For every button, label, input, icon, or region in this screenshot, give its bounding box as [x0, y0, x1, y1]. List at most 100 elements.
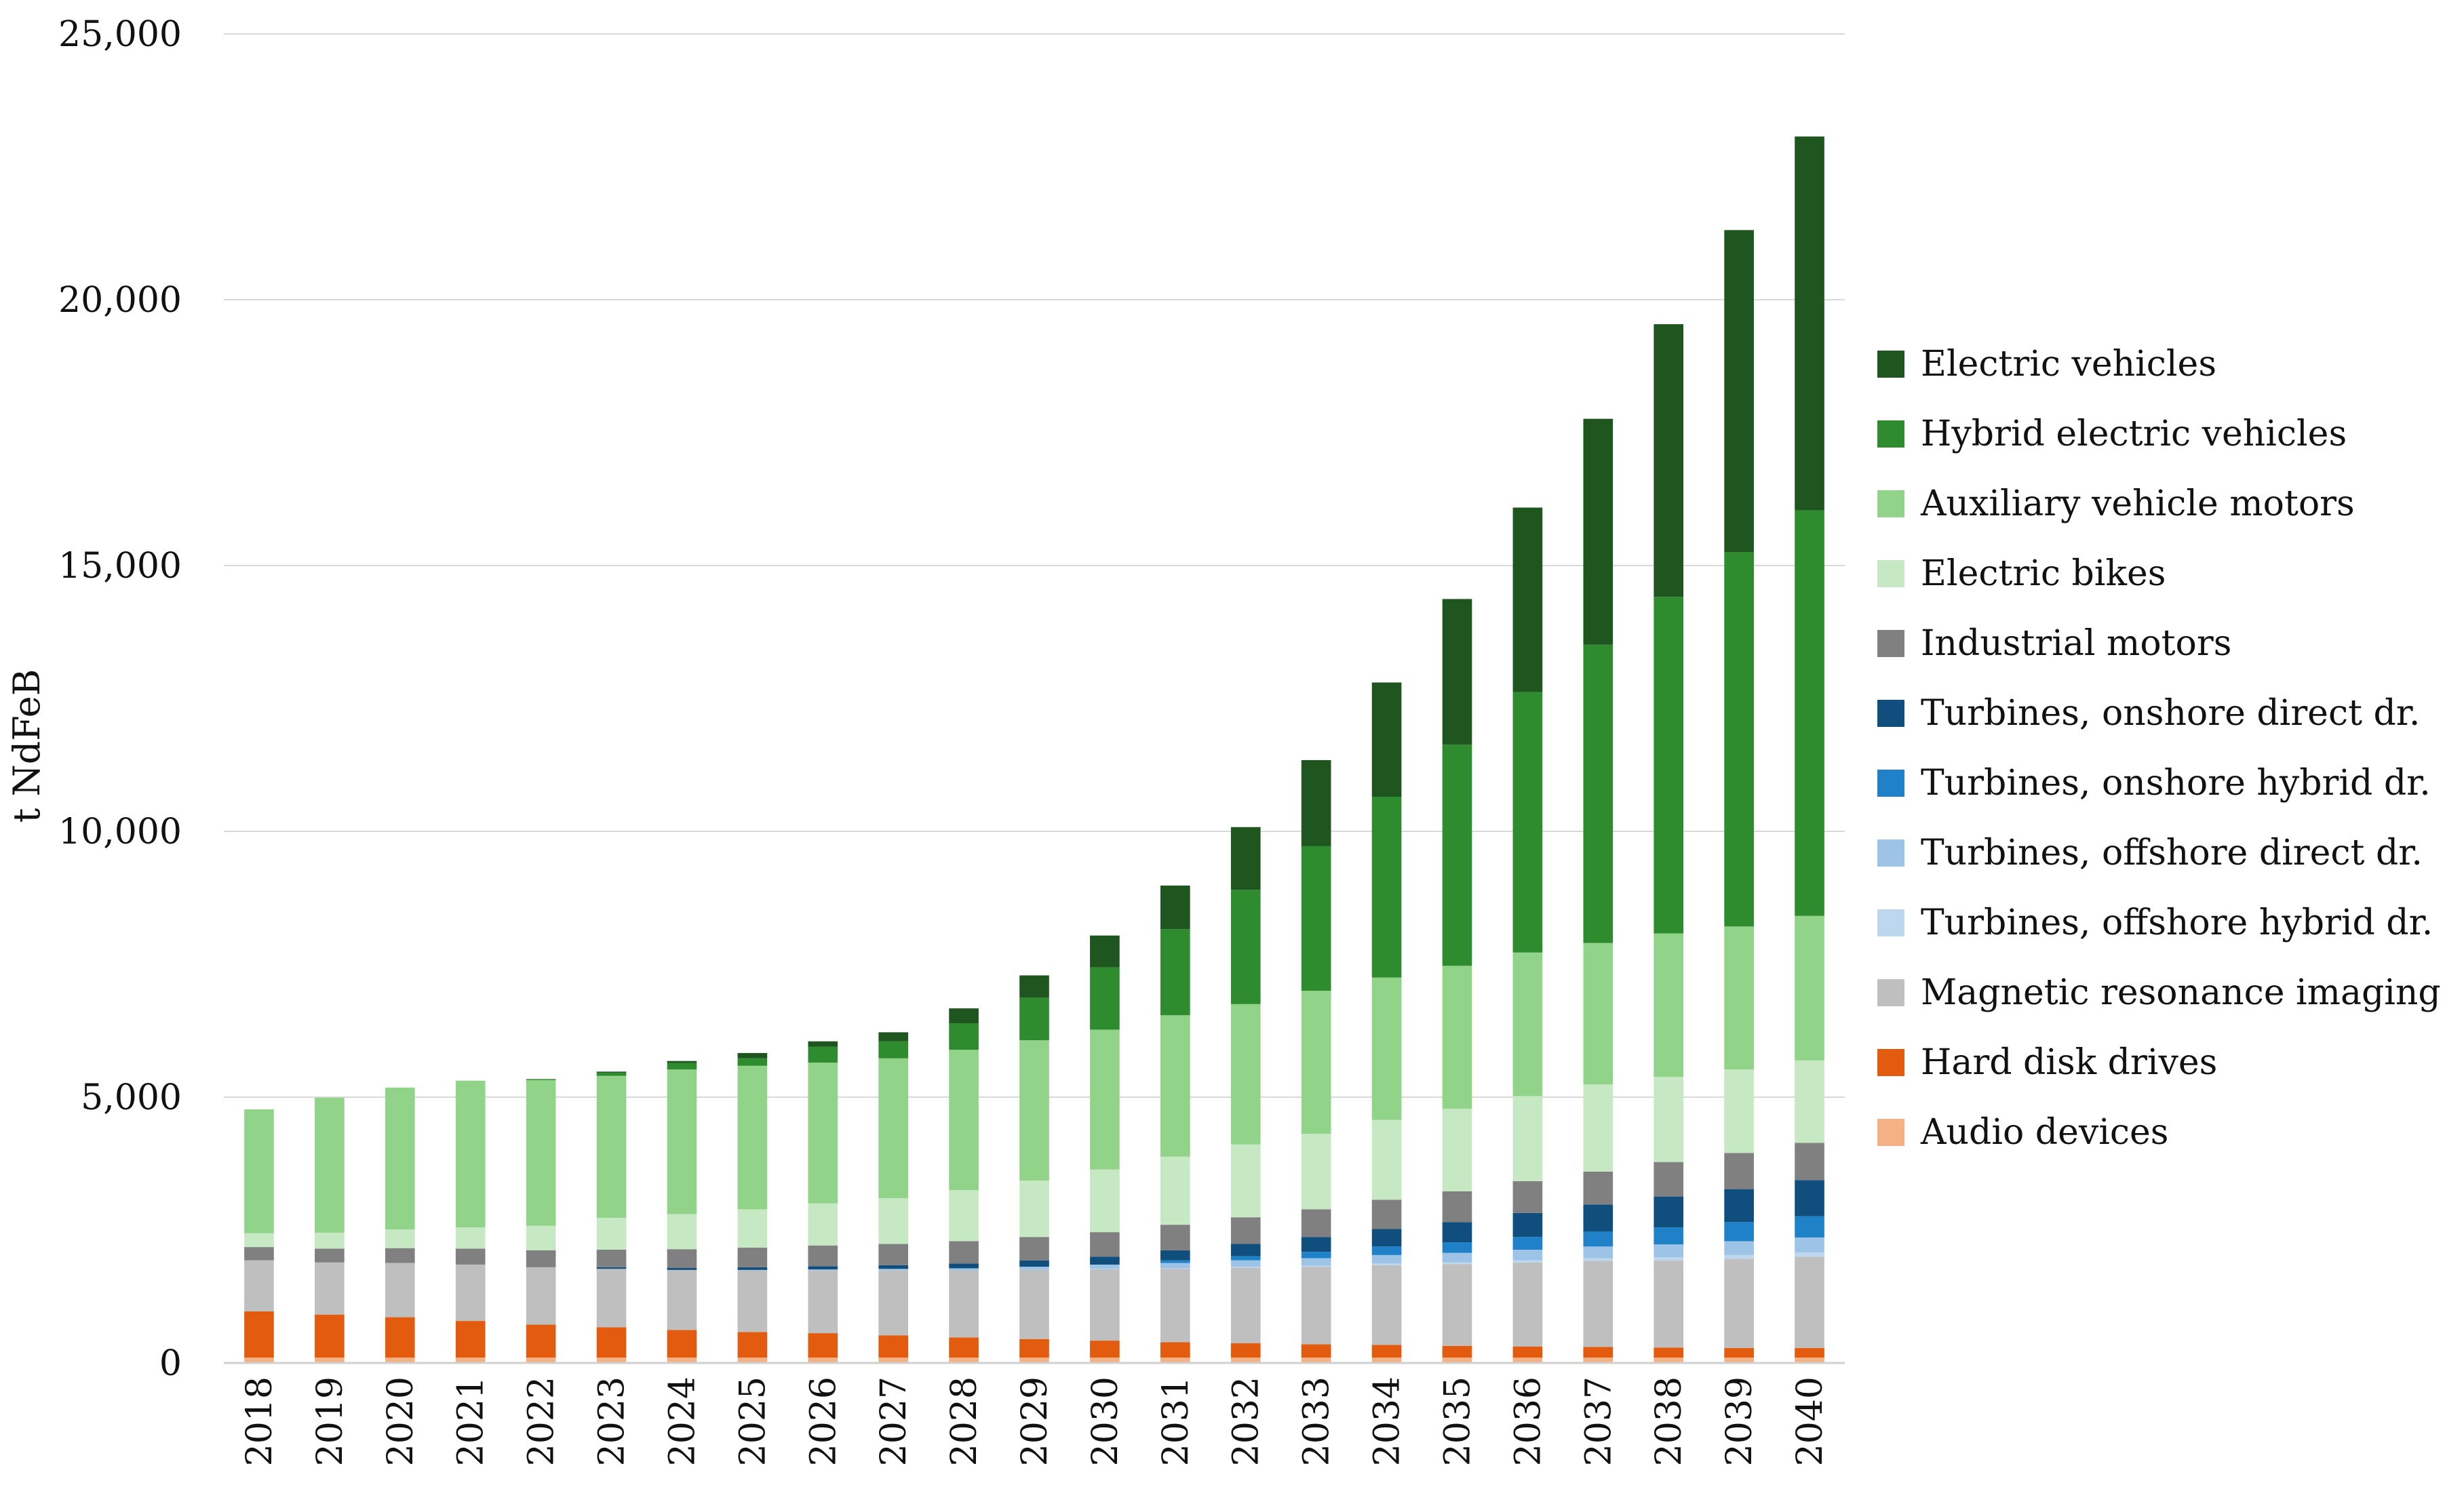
bar-segment [596, 1327, 627, 1358]
legend: Electric vehicles Hybrid electric vehicle… [1877, 329, 2441, 1167]
legend-item: Electric vehicles [1877, 329, 2441, 399]
bar-segment [1301, 1237, 1331, 1252]
legend-label: Audio devices [1921, 1111, 2169, 1153]
bar-segment [526, 1250, 556, 1267]
bar-segment [1442, 1191, 1472, 1223]
bar-segment [1301, 1265, 1331, 1267]
x-tick-label: 2039 [1719, 1377, 1760, 1466]
bar-segment [1583, 1231, 1614, 1247]
bar-segment [1160, 1250, 1190, 1261]
bar-segment [1230, 890, 1261, 1004]
bar-segment [878, 1269, 908, 1271]
bar-segment [1724, 1189, 1754, 1223]
bar-segment [1654, 1256, 1684, 1261]
bar-segment [1583, 943, 1614, 1085]
bar-segment [1090, 1269, 1120, 1341]
legend-label: Auxiliary vehicle motors [1921, 483, 2355, 524]
bar-segment [596, 1358, 627, 1363]
bar-segment [1512, 1262, 1543, 1347]
bar-segment [1371, 1120, 1402, 1200]
bar-segment [1512, 1096, 1543, 1181]
bar-segment [878, 1270, 908, 1336]
bar-segment [1230, 1343, 1261, 1358]
bar-segment [1512, 692, 1543, 953]
bar-segment [1583, 1204, 1614, 1232]
bar-segment [1654, 1260, 1684, 1348]
bar-segment [1019, 1267, 1049, 1270]
bar-segment [1230, 1244, 1261, 1256]
bar-segment [1371, 797, 1402, 978]
bar-segment [1795, 1256, 1824, 1349]
bar-segment [1230, 827, 1261, 890]
y-tick-label: 0 [159, 1343, 182, 1384]
bar-segment [1442, 1264, 1472, 1346]
bar-segment [1724, 230, 1754, 553]
bar-segment [1583, 1246, 1614, 1259]
legend-item: Hybrid electric vehicles [1877, 399, 2441, 469]
bar-segment [1090, 935, 1120, 968]
x-tick-label: 2031 [1156, 1377, 1196, 1466]
bar-segment [1583, 1358, 1614, 1363]
bar-segment [1019, 997, 1049, 1041]
legend-label: Electric vehicles [1921, 343, 2217, 384]
legend-label: Turbines, onshore direct dr. [1921, 692, 2421, 734]
bar-segment [526, 1267, 556, 1325]
bar-segment [596, 1250, 627, 1267]
bar-segment [737, 1065, 768, 1210]
bar-segment [1019, 1269, 1049, 1339]
bar-segment [385, 1358, 415, 1363]
bar-segment [808, 1358, 838, 1363]
bar-segment [1301, 1344, 1331, 1358]
bar-segment [808, 1046, 838, 1063]
bar-segment [1160, 1156, 1190, 1225]
bar-segment [1724, 1254, 1754, 1259]
legend-swatch [1877, 1118, 1904, 1146]
legend-swatch [1877, 909, 1904, 936]
bar-segment [1019, 1358, 1049, 1363]
bar-segment [596, 1072, 627, 1076]
bar-segment [1442, 1262, 1472, 1265]
bar-segment [1724, 1259, 1754, 1349]
legend-item: Turbines, onshore direct dr. [1877, 678, 2441, 748]
bar-segment [1090, 1232, 1120, 1257]
bar-segment [526, 1358, 556, 1363]
bar-segment [1019, 975, 1049, 998]
bar-segment [808, 1266, 838, 1270]
bar-segment [1090, 1029, 1120, 1170]
legend-item: Industrial motors [1877, 608, 2441, 678]
bar-segment [1442, 1222, 1472, 1243]
x-tick-label: 2034 [1367, 1377, 1408, 1466]
bar-segment [1160, 1260, 1190, 1263]
y-axis-title: t NdFeB [5, 669, 48, 823]
x-axis-ticks: 2018 2019 2020 2021 2022 2023 2024 2025 2026 2027… [239, 1377, 1831, 1466]
bar-segment [1583, 1171, 1614, 1205]
legend-swatch [1877, 1048, 1904, 1076]
bar-segment [526, 1324, 556, 1358]
bar-segment [1724, 1153, 1754, 1189]
bar-segment [315, 1248, 345, 1263]
bar-segment [526, 1079, 556, 1080]
bar-segment [244, 1358, 274, 1363]
x-tick-label: 2036 [1508, 1377, 1548, 1466]
bar-segment [1442, 1109, 1472, 1191]
bar-segment [949, 1270, 979, 1338]
bar-segment [949, 1023, 979, 1050]
legend-swatch [1877, 839, 1904, 867]
bar-segment [667, 1249, 697, 1268]
bar-segment [808, 1063, 838, 1204]
y-tick-label: 25,000 [58, 14, 182, 55]
bar-segment [1724, 1348, 1754, 1358]
y-tick-label: 10,000 [58, 812, 182, 852]
bar-segment [1654, 1347, 1684, 1358]
bar-segment [1230, 1144, 1261, 1218]
bar-segment [315, 1232, 345, 1249]
bar-segment [1019, 1339, 1049, 1358]
bar-segment [949, 1337, 979, 1358]
bar-segment [1371, 1254, 1402, 1264]
y-axis-ticks: 0 5,000 10,000 15,000 20,000 25,000 [58, 14, 182, 1384]
bar-segment [244, 1233, 274, 1248]
bar-segment [949, 1358, 979, 1363]
x-tick-label: 2022 [522, 1377, 562, 1466]
bar-segment [1371, 1345, 1402, 1358]
